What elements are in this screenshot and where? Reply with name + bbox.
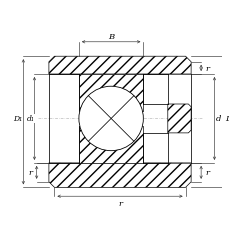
Polygon shape [79, 75, 143, 111]
Polygon shape [79, 127, 143, 163]
Text: r: r [117, 199, 121, 207]
Text: r: r [28, 169, 32, 177]
Text: r: r [204, 65, 208, 73]
Circle shape [79, 87, 143, 151]
Text: D₁: D₁ [13, 115, 22, 123]
Polygon shape [167, 105, 190, 133]
Polygon shape [49, 57, 190, 75]
Text: r: r [204, 169, 208, 177]
Text: B: B [108, 33, 114, 40]
Polygon shape [49, 163, 190, 188]
Text: D: D [224, 115, 229, 123]
Text: d: d [215, 115, 220, 123]
Text: d₁: d₁ [26, 115, 34, 123]
